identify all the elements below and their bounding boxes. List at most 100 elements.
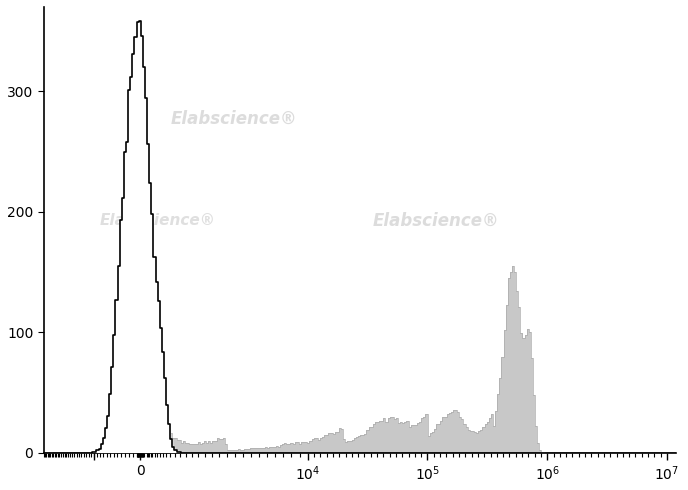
Bar (402, 423, 405, 453)
Bar (383, 417, 385, 453)
Bar (312, 439, 314, 453)
Bar (219, 439, 221, 453)
Bar (531, 358, 533, 453)
Bar (139, 410, 141, 453)
Bar (297, 442, 299, 453)
Bar (158, 420, 160, 453)
Bar (303, 442, 305, 453)
Bar (457, 412, 459, 453)
Bar (217, 438, 219, 453)
Bar (299, 444, 301, 453)
Bar (464, 424, 466, 453)
Bar (502, 357, 504, 453)
Bar (195, 444, 197, 453)
Bar (328, 433, 330, 453)
Bar (155, 423, 158, 453)
Bar (504, 330, 506, 453)
Bar (493, 426, 495, 453)
Bar (272, 447, 274, 453)
Bar (474, 432, 476, 453)
Bar (187, 443, 189, 453)
Bar (252, 448, 255, 453)
Bar (197, 442, 200, 453)
Bar (114, 434, 116, 453)
Bar (116, 432, 118, 453)
Bar (478, 431, 480, 453)
Bar (208, 441, 211, 453)
Bar (535, 426, 537, 453)
Bar (290, 443, 292, 453)
Bar (381, 420, 383, 453)
Bar (233, 450, 236, 453)
Bar (94, 452, 96, 453)
Bar (259, 448, 261, 453)
Text: Elabscience®: Elabscience® (170, 109, 297, 127)
Bar (391, 417, 394, 453)
Bar (413, 424, 415, 453)
Bar (168, 435, 171, 453)
Bar (96, 451, 98, 453)
Bar (484, 424, 486, 453)
Bar (134, 412, 136, 453)
Bar (459, 416, 462, 453)
Bar (246, 449, 248, 453)
Bar (373, 424, 375, 453)
Bar (282, 444, 284, 453)
Bar (354, 438, 356, 453)
Bar (411, 425, 413, 453)
Bar (337, 432, 339, 453)
Bar (270, 447, 272, 453)
Bar (193, 444, 195, 453)
Bar (143, 414, 145, 453)
Polygon shape (44, 22, 676, 453)
Bar (265, 447, 268, 453)
Bar (347, 441, 350, 453)
Bar (358, 436, 360, 453)
Bar (189, 444, 191, 453)
Bar (164, 431, 166, 453)
Bar (236, 450, 238, 453)
Bar (398, 423, 400, 453)
Bar (215, 441, 217, 453)
Bar (179, 440, 181, 453)
Bar (350, 441, 352, 453)
Bar (516, 291, 518, 453)
Bar (537, 443, 539, 453)
Bar (419, 422, 421, 453)
Bar (105, 444, 107, 453)
Bar (449, 413, 451, 453)
Bar (423, 417, 425, 453)
Bar (288, 443, 290, 453)
Bar (324, 436, 326, 453)
Bar (520, 333, 522, 453)
Bar (202, 443, 204, 453)
Bar (322, 438, 324, 453)
Bar (468, 430, 470, 453)
Bar (417, 423, 419, 453)
Bar (375, 422, 377, 453)
Bar (292, 443, 294, 453)
Bar (118, 430, 120, 453)
Bar (488, 418, 491, 453)
Bar (278, 447, 280, 453)
Bar (522, 338, 525, 453)
Bar (162, 427, 164, 453)
Bar (177, 440, 179, 453)
Bar (211, 443, 213, 453)
Bar (173, 438, 175, 453)
Bar (387, 418, 389, 453)
Bar (326, 436, 328, 453)
Bar (427, 436, 430, 453)
Bar (339, 428, 341, 453)
Bar (447, 414, 449, 453)
Bar (352, 441, 354, 453)
Bar (432, 432, 434, 453)
Bar (122, 420, 124, 453)
Bar (120, 425, 122, 453)
Bar (225, 444, 227, 453)
Bar (529, 332, 531, 453)
Bar (360, 436, 362, 453)
Bar (206, 443, 208, 453)
Bar (480, 430, 482, 453)
Bar (524, 335, 527, 453)
